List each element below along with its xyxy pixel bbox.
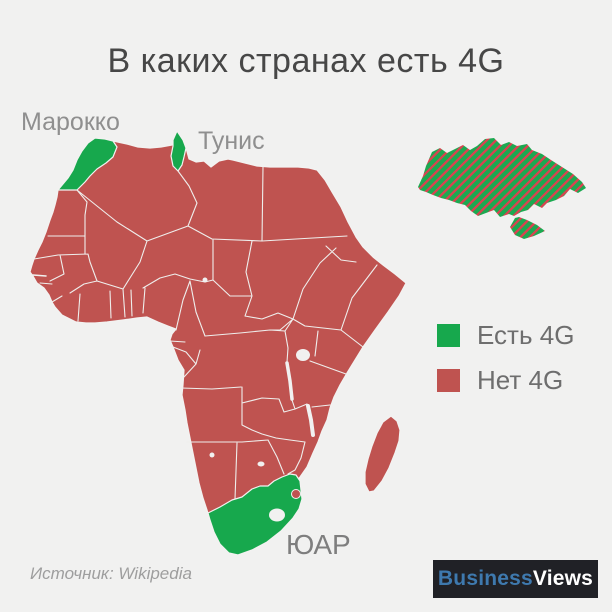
logo-text-business: Business — [437, 567, 533, 590]
lake-victoria — [296, 349, 310, 361]
crimea-peninsula — [510, 217, 545, 239]
logo-text-views: Views — [532, 567, 594, 590]
label-south-africa: ЮАР — [286, 529, 351, 560]
country-south-africa — [207, 473, 303, 556]
lesotho-enclave — [269, 508, 285, 522]
infographic-title: В каких странах есть 4G — [107, 42, 505, 80]
legend-item-no-4g: Нет 4G — [437, 365, 574, 396]
etosha-pan — [209, 452, 215, 458]
gambia-river — [32, 274, 47, 277]
source-note: Источник: Wikipedia — [30, 564, 192, 583]
country-swaziland — [291, 489, 301, 499]
legend-swatch-has-4g — [437, 324, 460, 347]
label-morocco: Марокко — [21, 108, 120, 136]
lake-chad — [202, 277, 208, 283]
continent-africa — [29, 130, 407, 556]
legend-label-no-4g: Нет 4G — [477, 365, 564, 395]
logo-businessviews: Business Views — [433, 560, 598, 598]
label-tunisia: Тунис — [198, 127, 265, 155]
country-tunisia — [170, 130, 187, 172]
lake-tanganyika — [285, 361, 294, 401]
makgadikgadi-pan — [257, 461, 265, 467]
ukraine-inset-map — [418, 138, 586, 217]
country-madagascar — [364, 415, 401, 493]
legend-swatch-no-4g — [437, 369, 460, 392]
country-borders — [33, 166, 378, 500]
legend: Есть 4G Нет 4G — [437, 320, 574, 396]
legend-label-has-4g: Есть 4G — [477, 320, 575, 350]
legend-item-has-4g: Есть 4G — [437, 320, 574, 351]
lake-malawi — [306, 404, 315, 437]
country-morocco — [57, 137, 118, 191]
